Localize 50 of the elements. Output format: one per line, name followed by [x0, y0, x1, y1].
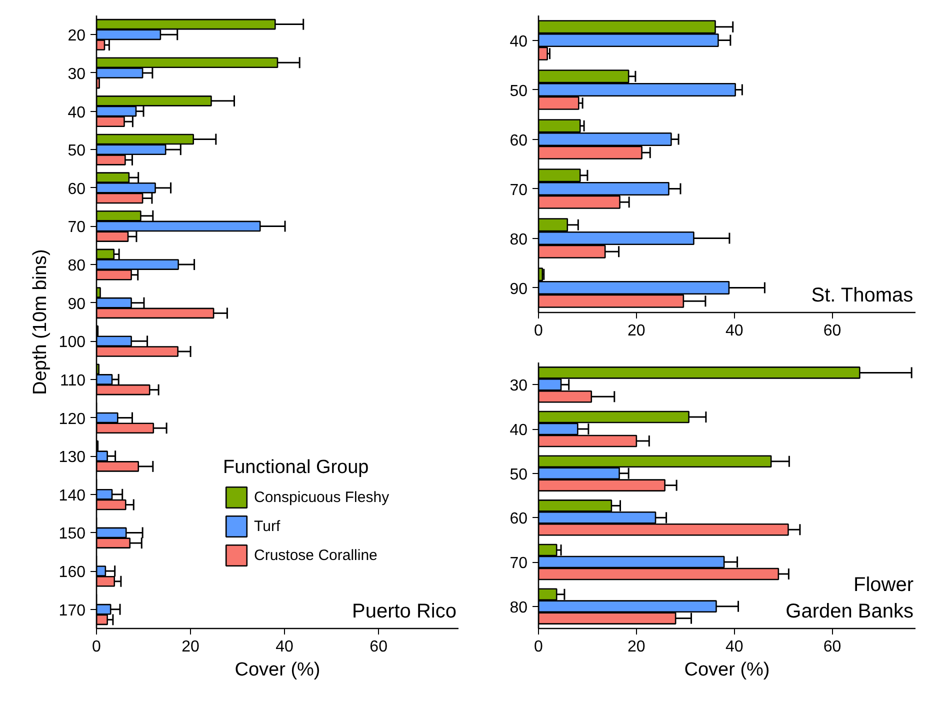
y-tick-label: 30 [510, 378, 528, 395]
y-tick-label: 130 [58, 449, 86, 466]
y-tick-label: 50 [68, 142, 86, 160]
y-tick-label: 60 [68, 180, 86, 198]
x-tick-label: 0 [92, 638, 102, 656]
text: Puerto Rico [352, 600, 457, 622]
y-tick-label: 40 [510, 33, 528, 50]
x-axis-title: Cover (%) [684, 660, 770, 680]
x-axis-title: Cover (%) [234, 660, 320, 680]
y-tick-label: 100 [58, 334, 86, 352]
x-tick-label: 60 [823, 322, 842, 340]
legend-title: Functional Group [223, 457, 370, 479]
y-tick-label: 150 [58, 526, 86, 543]
y-tick-label: 110 [60, 372, 86, 390]
y-tick-label: 60 [510, 510, 528, 528]
x-tick-label: 60 [370, 638, 388, 656]
x-tick-label: 40 [276, 638, 294, 656]
y-tick-label: 70 [68, 219, 86, 236]
y-tick-label: 120 [58, 410, 86, 428]
y-tick-label: 140 [58, 487, 86, 504]
legend-label: Crustose Coralline [254, 546, 378, 564]
y-tick-label: 20 [68, 28, 86, 45]
y-tick-label: 50 [510, 466, 528, 484]
y-tick-label: 30 [68, 66, 86, 83]
y-tick-label: 60 [510, 132, 528, 150]
y-tick-label: 80 [68, 258, 86, 275]
y-tick-label: 90 [510, 280, 528, 298]
text: St. Thomas [811, 284, 914, 306]
y-tick-label: 160 [58, 564, 86, 582]
text: Flower Garden Banks [786, 574, 914, 622]
y-tick-label: 80 [510, 599, 528, 616]
y-tick-label: 170 [58, 602, 86, 620]
y-tick-label: 40 [510, 422, 528, 439]
legend-label: Conspicuous Fleshy [254, 488, 390, 506]
y-axis-title: Depth (10m bins) [30, 249, 51, 395]
y-tick-label: 80 [510, 231, 528, 248]
y-tick-label: 70 [510, 182, 528, 199]
legend-label: Turf [254, 518, 280, 534]
x-tick-label: 0 [534, 638, 544, 656]
x-tick-label: 20 [628, 322, 646, 340]
x-tick-label: 40 [725, 322, 744, 340]
y-tick-label: 50 [510, 82, 528, 100]
x-tick-label: 60 [823, 638, 842, 656]
x-tick-label: 0 [534, 322, 544, 340]
y-tick-label: 90 [68, 296, 86, 313]
y-tick-label: 40 [68, 104, 86, 122]
x-tick-label: 40 [725, 638, 744, 656]
x-tick-label: 20 [628, 638, 646, 656]
y-tick-label: 70 [510, 555, 528, 572]
x-tick-label: 20 [182, 638, 200, 656]
